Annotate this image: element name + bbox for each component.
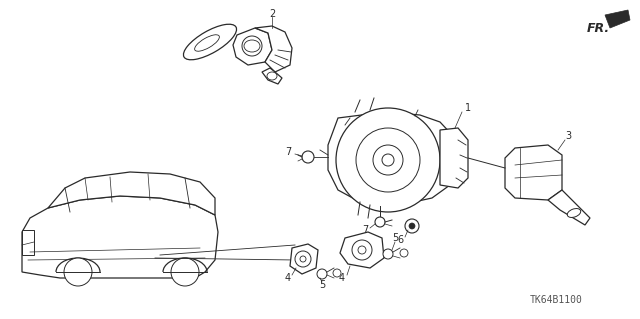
Polygon shape (22, 196, 218, 278)
Circle shape (405, 219, 419, 233)
Circle shape (336, 108, 440, 212)
Circle shape (300, 256, 306, 262)
Text: 2: 2 (269, 9, 275, 19)
Polygon shape (233, 28, 272, 65)
Polygon shape (255, 26, 292, 72)
Polygon shape (262, 68, 282, 84)
Polygon shape (290, 244, 318, 274)
Polygon shape (440, 128, 468, 188)
Circle shape (373, 145, 403, 175)
Circle shape (382, 154, 394, 166)
Ellipse shape (267, 72, 277, 80)
Circle shape (356, 128, 420, 192)
Circle shape (383, 249, 393, 259)
Polygon shape (328, 112, 458, 205)
Polygon shape (548, 190, 590, 225)
Polygon shape (48, 172, 215, 215)
Text: 7: 7 (285, 147, 291, 157)
Polygon shape (605, 10, 630, 28)
Circle shape (302, 151, 314, 163)
Circle shape (358, 246, 366, 254)
Ellipse shape (184, 24, 237, 60)
Circle shape (295, 251, 311, 267)
Text: TK64B1100: TK64B1100 (530, 295, 583, 305)
Polygon shape (505, 145, 562, 200)
Circle shape (64, 258, 92, 286)
Text: 4: 4 (285, 273, 291, 283)
Text: 3: 3 (565, 131, 571, 141)
Text: 6: 6 (397, 235, 403, 245)
Circle shape (333, 269, 341, 277)
Text: 5: 5 (319, 280, 325, 290)
Circle shape (171, 258, 199, 286)
Text: FR.: FR. (587, 21, 610, 34)
Circle shape (409, 223, 415, 229)
Circle shape (352, 240, 372, 260)
Text: 5: 5 (392, 233, 398, 243)
Ellipse shape (567, 209, 580, 218)
Text: 1: 1 (465, 103, 471, 113)
Circle shape (242, 36, 262, 56)
Circle shape (375, 217, 385, 227)
Text: 4: 4 (339, 273, 345, 283)
Circle shape (400, 249, 408, 257)
Polygon shape (340, 232, 384, 268)
Circle shape (317, 269, 327, 279)
Text: 7: 7 (362, 225, 368, 235)
Bar (22, 230, 34, 255)
Ellipse shape (244, 40, 260, 52)
Ellipse shape (195, 35, 220, 51)
